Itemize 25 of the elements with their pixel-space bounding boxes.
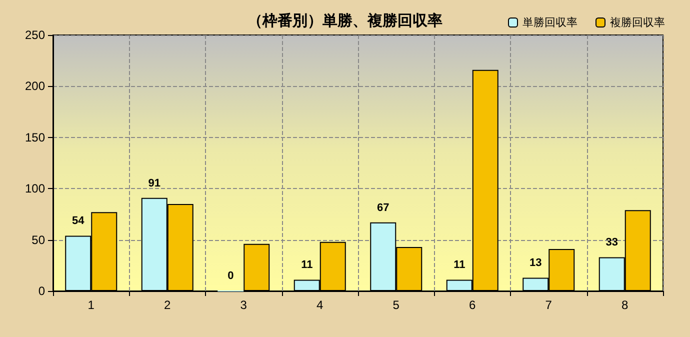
x-tick-label: 1 xyxy=(88,298,95,312)
data-label: 33 xyxy=(606,236,618,249)
x-tick-label: 3 xyxy=(240,298,248,312)
y-tick-label: 0 xyxy=(38,284,46,298)
data-label: 91 xyxy=(148,177,160,190)
x-tick-label: 6 xyxy=(469,298,476,312)
chart-title: （枠番別）単勝、複勝回収率 xyxy=(248,12,442,30)
legend-label: 単勝回収率 xyxy=(522,16,578,29)
x-tick-label: 2 xyxy=(164,298,172,312)
x-tick-label: 8 xyxy=(622,298,629,312)
data-label: 0 xyxy=(228,270,234,282)
y-tick-label: 150 xyxy=(24,130,46,144)
data-label: 13 xyxy=(530,257,542,270)
y-tick-label: 50 xyxy=(32,232,46,247)
x-tick-label: 4 xyxy=(316,298,324,312)
x-tick-label: 5 xyxy=(392,298,400,312)
x-tick-label: 7 xyxy=(545,298,552,312)
data-label: 67 xyxy=(377,202,390,214)
y-tick-label: 250 xyxy=(24,28,46,42)
data-label: 11 xyxy=(454,259,466,272)
legend-label: 複勝回収率 xyxy=(610,16,665,29)
data-label: 54 xyxy=(72,215,86,228)
y-tick-label: 100 xyxy=(24,182,46,196)
y-tick-label: 200 xyxy=(24,79,46,94)
data-label: 11 xyxy=(301,259,313,272)
